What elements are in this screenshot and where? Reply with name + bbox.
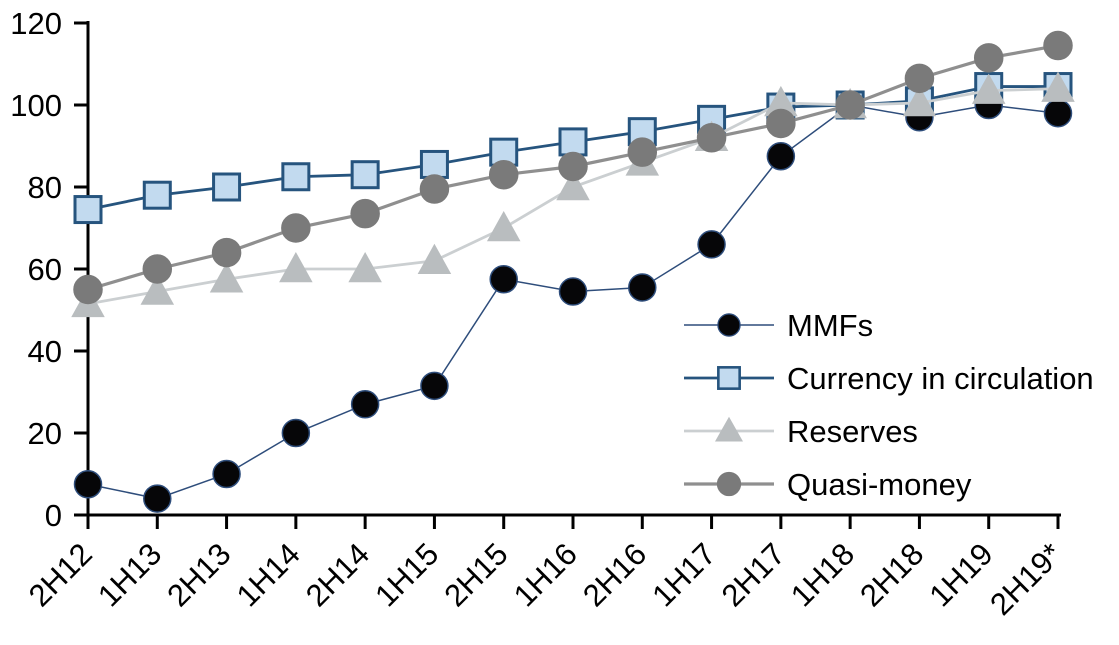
x-axis-tick-label: 2H15	[438, 536, 515, 613]
data-point-mmfs	[558, 277, 588, 306]
legend-item-mmfs: MMFs	[684, 308, 873, 343]
data-point-quasi-money	[1043, 30, 1073, 61]
data-point-quasi-money	[627, 137, 658, 167]
data-point-mmfs	[1043, 98, 1073, 128]
data-point-currency-in-circulation	[419, 149, 449, 179]
y-axis-tick-label: 0	[45, 498, 62, 533]
data-point-mmfs	[350, 390, 380, 419]
data-point-mmfs	[766, 142, 796, 171]
legend-item-currency-in-circulation: Currency in circulation	[684, 361, 1094, 396]
y-axis-tick-label: 100	[10, 88, 62, 123]
y-axis-tick-label: 40	[28, 334, 62, 369]
data-point-quasi-money	[766, 108, 796, 139]
data-point-mmfs	[212, 459, 241, 489]
data-point-quasi-money	[973, 43, 1004, 73]
data-point-quasi-money	[281, 213, 311, 243]
x-axis-tick-label: 1H14	[230, 536, 307, 613]
x-axis-tick-label: 2H14	[299, 536, 376, 613]
data-point-currency-in-circulation	[73, 195, 103, 225]
data-point-quasi-money	[558, 151, 588, 182]
data-point-mmfs	[697, 230, 726, 259]
x-axis-tick-label: 1H13	[91, 536, 168, 613]
data-point-reserves	[1041, 71, 1075, 102]
data-point-currency-in-circulation	[350, 160, 380, 190]
data-point-quasi-money	[419, 174, 450, 204]
data-point-quasi-money	[211, 237, 242, 268]
legend-label-reserves: Reserves	[787, 414, 918, 449]
x-axis-tick-label: 2H17	[715, 536, 792, 613]
data-point-quasi-money	[73, 274, 103, 305]
y-axis-tick-label: 60	[28, 252, 62, 287]
x-axis-tick-label: 1H18	[784, 536, 861, 613]
data-point-quasi-money	[350, 198, 380, 229]
data-point-mmfs	[143, 484, 172, 513]
x-axis-tick-label: 1H17	[645, 536, 722, 613]
x-axis-tick-label: 1H15	[368, 536, 445, 613]
data-point-reserves	[417, 243, 452, 275]
legend-label-mmfs: MMFs	[787, 308, 873, 343]
x-axis-tick-label: 2H18	[853, 536, 930, 613]
legend-marker-mmfs	[717, 313, 741, 337]
data-point-quasi-money	[696, 123, 727, 153]
data-point-currency-in-circulation	[142, 180, 172, 210]
legend-item-reserves: Reserves	[684, 414, 918, 449]
legend-label-quasi-money: Quasi-money	[787, 467, 972, 502]
legend-marker-reserves	[714, 416, 744, 442]
data-point-currency-in-circulation	[212, 172, 242, 202]
data-point-quasi-money	[904, 63, 935, 94]
legend-item-quasi-money: Quasi-money	[684, 467, 972, 502]
x-axis-tick-label: 1H16	[507, 536, 584, 613]
legend-marker-quasi-money	[716, 471, 742, 497]
y-axis-tick-label: 120	[10, 6, 62, 41]
series-reserves	[71, 71, 1075, 318]
data-point-quasi-money	[488, 159, 519, 190]
data-point-mmfs	[420, 371, 449, 401]
data-point-mmfs	[73, 470, 103, 499]
data-point-reserves	[348, 251, 382, 283]
x-axis-tick-label: 2H16	[576, 536, 653, 613]
data-point-reserves	[556, 169, 590, 201]
data-point-currency-in-circulation	[558, 127, 588, 157]
data-point-reserves	[971, 73, 1006, 104]
legend-marker-currency-in-circulation	[717, 366, 741, 390]
data-point-reserves	[902, 85, 937, 117]
data-point-quasi-money	[835, 90, 865, 120]
data-point-reserves	[140, 274, 175, 305]
legend-label-currency-in-circulation: Currency in circulation	[787, 361, 1094, 396]
data-point-reserves	[486, 210, 521, 242]
data-point-mmfs	[628, 273, 657, 302]
y-axis-tick-label: 20	[28, 416, 62, 451]
data-point-mmfs	[281, 418, 311, 448]
x-axis-tick-label: 2H19*	[983, 536, 1069, 622]
series-quasi-money	[73, 30, 1073, 305]
x-axis-tick-label: 2H12	[22, 536, 99, 613]
data-point-quasi-money	[142, 254, 173, 284]
y-axis-tick-label: 80	[28, 170, 62, 205]
data-point-mmfs	[489, 265, 518, 294]
data-point-reserves	[279, 251, 313, 283]
data-point-currency-in-circulation	[281, 162, 311, 192]
legend: MMFs Currency in circulation Reserves Quasi…	[684, 308, 1094, 502]
x-axis-tick-label: 2H13	[160, 536, 237, 613]
data-point-reserves	[209, 262, 244, 293]
